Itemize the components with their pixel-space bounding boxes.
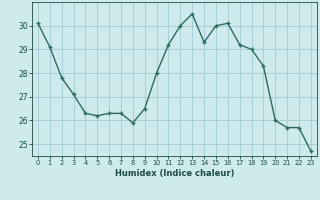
- X-axis label: Humidex (Indice chaleur): Humidex (Indice chaleur): [115, 169, 234, 178]
